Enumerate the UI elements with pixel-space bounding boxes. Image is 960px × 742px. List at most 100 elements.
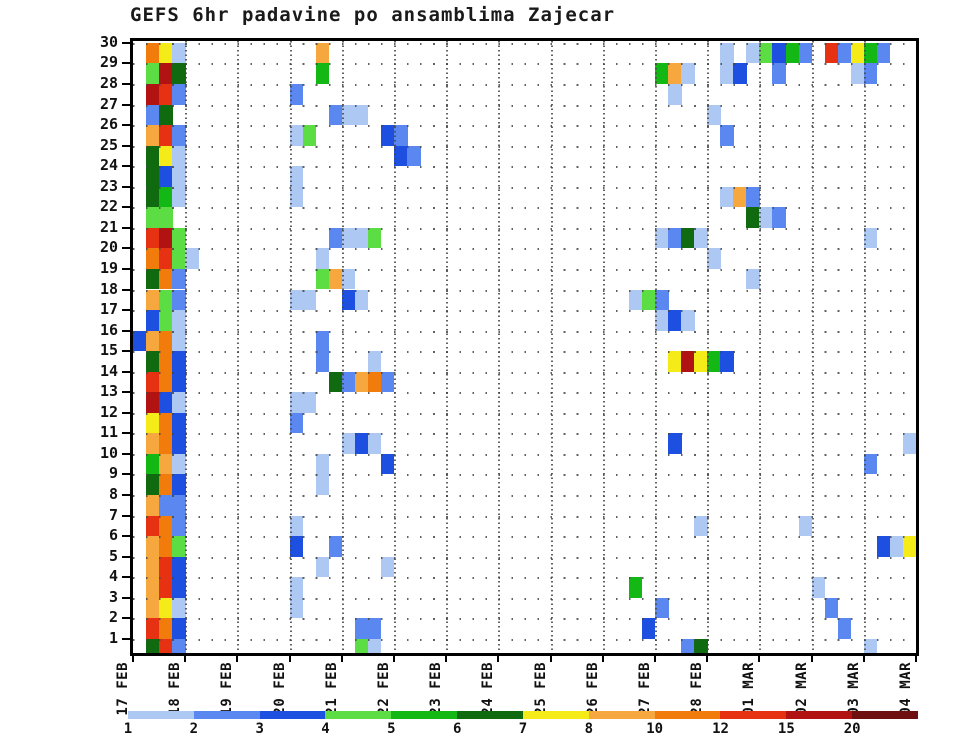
legend-value-label: 6 (452, 721, 462, 737)
heatmap-cell (380, 125, 395, 146)
date-label: 20 FEB (271, 662, 288, 716)
heatmap-cell (159, 42, 173, 64)
y-axis-tick (122, 432, 131, 435)
heatmap-cell (876, 536, 891, 557)
legend-value-label: 3 (255, 721, 264, 737)
y-axis-tick (122, 452, 131, 455)
heatmap-cell (289, 577, 304, 598)
heatmap-cell (302, 125, 317, 146)
heatmap-cell (681, 227, 695, 249)
heatmap-cell (341, 104, 356, 126)
heatmap-cell (146, 186, 160, 208)
member-label: 11 (99, 423, 118, 442)
heatmap-cell (172, 536, 186, 557)
heatmap-cell (146, 207, 160, 228)
date-label: 18 FEB (167, 662, 184, 716)
legend-color-segment (720, 711, 787, 719)
heatmap-cell (746, 186, 760, 208)
heatmap-cell (668, 351, 682, 372)
heatmap-cell (146, 577, 160, 598)
heatmap-cell (328, 371, 343, 393)
heatmap-cell (668, 84, 682, 105)
heatmap-cell (707, 351, 721, 372)
heatmap-cell (655, 310, 669, 331)
heatmap-cell (172, 412, 186, 434)
heatmap-cell (159, 207, 173, 228)
y-axis-tick (122, 288, 131, 291)
heatmap-cell (159, 597, 173, 619)
y-axis-tick (122, 617, 131, 620)
y-axis-tick (122, 596, 131, 599)
heatmap-cell (655, 227, 669, 249)
date-label: 27 FEB (637, 662, 653, 716)
heatmap-cell (315, 42, 330, 64)
y-axis-tick (122, 329, 131, 332)
member-label: 27 (99, 94, 118, 113)
legend-color-segment (588, 711, 655, 719)
y-axis-tick (122, 350, 131, 353)
heatmap-cell (655, 597, 669, 619)
heatmap-cell (681, 63, 695, 84)
heatmap-cell (315, 556, 330, 578)
heatmap-cell (159, 577, 173, 598)
heatmap-cell (146, 63, 160, 84)
heatmap-cell (863, 453, 878, 475)
y-axis-tick (122, 637, 131, 640)
heatmap-cell (367, 351, 382, 372)
y-axis-tick (122, 103, 131, 106)
heatmap-cell (172, 166, 186, 187)
date-label: 26 FEB (584, 662, 601, 716)
heatmap-cell (159, 371, 173, 393)
heatmap-cell (146, 474, 160, 495)
heatmap-cell (172, 84, 186, 105)
heatmap-cell (694, 227, 708, 249)
heatmap-cell (146, 453, 160, 475)
heatmap-cell (315, 248, 330, 269)
heatmap-cell (354, 104, 369, 126)
x-axis-tick (132, 654, 134, 662)
heatmap-cell (681, 638, 695, 653)
heatmap-cell (772, 63, 786, 84)
heatmap-cell (146, 104, 160, 126)
heatmap-cell (172, 638, 186, 653)
x-axis-tick (810, 654, 813, 662)
heatmap-cell (668, 63, 682, 84)
heatmap-cell (746, 42, 760, 64)
heatmap-cell (407, 145, 421, 167)
heatmap-cell (172, 125, 186, 146)
heatmap-cell (172, 248, 186, 269)
heatmap-cell (302, 289, 317, 311)
heatmap-cell (172, 145, 186, 167)
heatmap-cell (850, 63, 865, 84)
y-axis-tick (122, 535, 131, 538)
y-axis-tick (122, 206, 131, 209)
heatmap-cell (354, 638, 369, 653)
date-label: 22 FEB (376, 662, 392, 716)
heatmap-cell (172, 351, 186, 372)
heatmap-cell (159, 125, 173, 146)
heatmap-cell (172, 227, 186, 249)
heatmap-cell (354, 371, 369, 393)
y-axis-tick (122, 576, 131, 579)
heatmap-cell (159, 453, 173, 475)
member-label: 26 (99, 115, 118, 134)
legend-value-label: 4 (321, 721, 330, 737)
date-label: 01 MAR (741, 662, 758, 716)
heatmap-cell (341, 227, 356, 249)
member-label: 6 (108, 526, 118, 545)
heatmap-cell (380, 371, 395, 393)
member-label: 30 (99, 32, 118, 51)
heatmap-cell (681, 310, 695, 331)
date-label: 03 MAR (845, 662, 862, 716)
legend-color-segment (786, 711, 853, 719)
y-axis-tick (122, 41, 131, 44)
heatmap-cell (146, 618, 160, 639)
y-axis-tick (122, 370, 131, 373)
legend-value-label: 8 (584, 721, 594, 737)
member-label: 24 (99, 156, 118, 175)
heatmap-cell (172, 289, 186, 311)
heatmap-cell (694, 515, 708, 537)
y-axis-tick (122, 247, 131, 250)
heatmap-cell (341, 371, 356, 393)
heatmap-cell (146, 166, 160, 187)
